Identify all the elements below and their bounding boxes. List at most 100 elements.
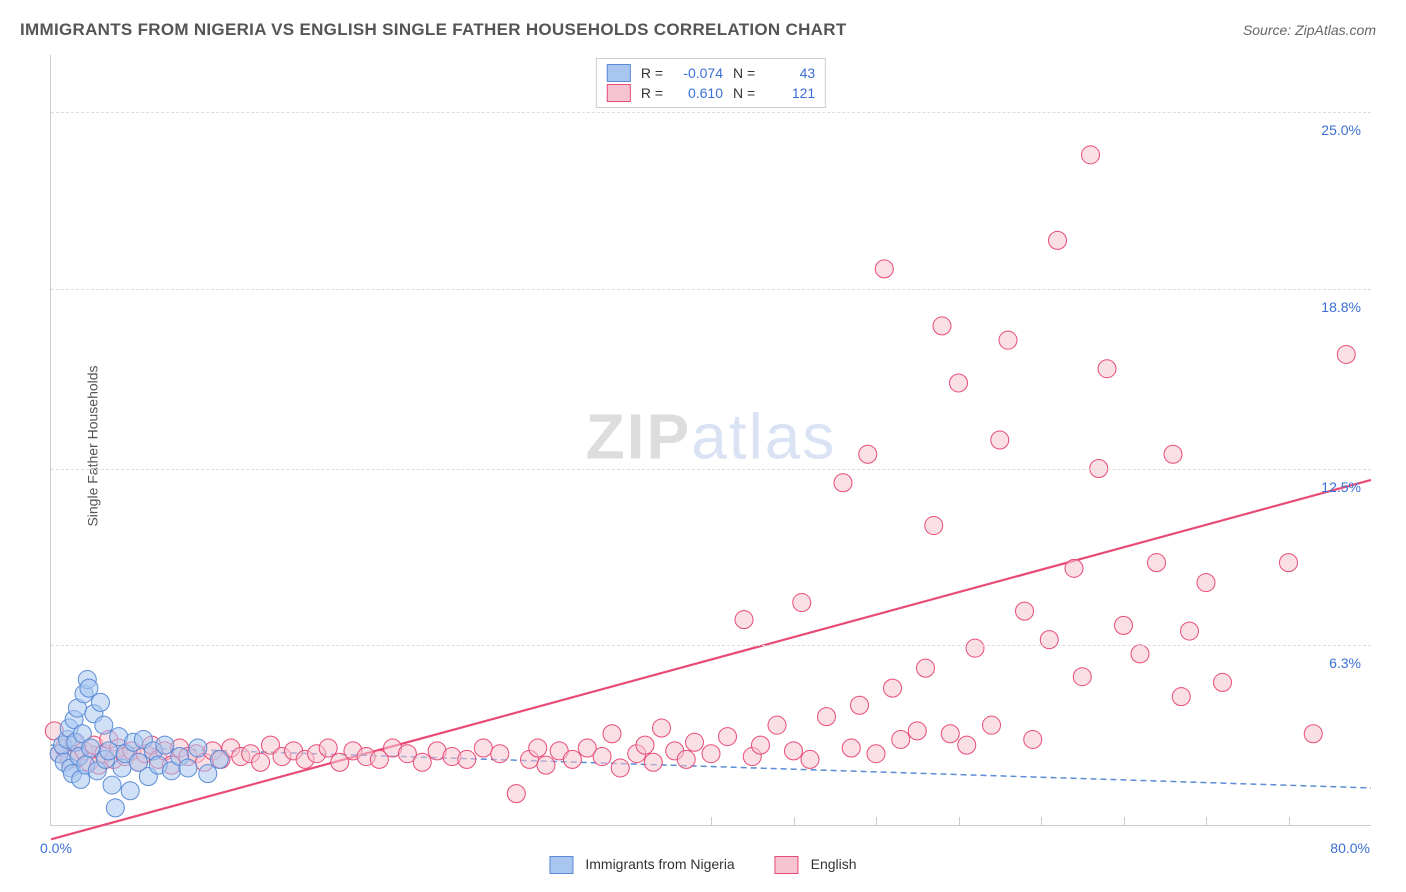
scatter-point bbox=[529, 739, 547, 757]
scatter-point bbox=[1214, 673, 1232, 691]
gridline bbox=[51, 289, 1371, 290]
x-minor-tick bbox=[959, 817, 960, 825]
scatter-point bbox=[103, 776, 121, 794]
scatter-point bbox=[95, 716, 113, 734]
chart-svg bbox=[51, 55, 1371, 825]
gridline bbox=[51, 645, 1371, 646]
scatter-point bbox=[563, 750, 581, 768]
scatter-point bbox=[991, 431, 1009, 449]
y-tick-label: 25.0% bbox=[1321, 122, 1361, 138]
scatter-point bbox=[983, 716, 1001, 734]
scatter-point bbox=[474, 739, 492, 757]
scatter-point bbox=[199, 765, 217, 783]
scatter-point bbox=[593, 748, 611, 766]
legend-bottom-label-1: Immigrants from Nigeria bbox=[585, 856, 734, 872]
scatter-point bbox=[653, 719, 671, 737]
scatter-point bbox=[793, 594, 811, 612]
scatter-point bbox=[491, 745, 509, 763]
legend-swatch-series2 bbox=[607, 84, 631, 102]
x-axis-end-label: 80.0% bbox=[1330, 840, 1370, 856]
plot-area: ZIPatlas R = -0.074 N = 43 R = 0.610 N =… bbox=[50, 55, 1371, 826]
scatter-point bbox=[80, 679, 98, 697]
r-value-2: 0.610 bbox=[673, 85, 723, 101]
scatter-point bbox=[950, 374, 968, 392]
scatter-point bbox=[1181, 622, 1199, 640]
scatter-point bbox=[1304, 725, 1322, 743]
x-minor-tick bbox=[1206, 817, 1207, 825]
scatter-point bbox=[1197, 574, 1215, 592]
scatter-point bbox=[92, 693, 110, 711]
scatter-point bbox=[252, 753, 270, 771]
scatter-point bbox=[752, 736, 770, 754]
r-label-1: R = bbox=[641, 65, 663, 81]
legend-stats: R = -0.074 N = 43 R = 0.610 N = 121 bbox=[596, 58, 826, 108]
scatter-point bbox=[1337, 345, 1355, 363]
scatter-point bbox=[121, 782, 139, 800]
scatter-point bbox=[966, 639, 984, 657]
scatter-point bbox=[1131, 645, 1149, 663]
scatter-point bbox=[1065, 559, 1083, 577]
scatter-point bbox=[1164, 445, 1182, 463]
n-label-2: N = bbox=[733, 85, 755, 101]
legend-bottom-label-2: English bbox=[811, 856, 857, 872]
scatter-point bbox=[1280, 554, 1298, 572]
scatter-point bbox=[785, 742, 803, 760]
scatter-point bbox=[735, 611, 753, 629]
x-minor-tick bbox=[711, 817, 712, 825]
scatter-point bbox=[834, 474, 852, 492]
scatter-point bbox=[537, 756, 555, 774]
scatter-point bbox=[319, 739, 337, 757]
scatter-point bbox=[925, 517, 943, 535]
scatter-point bbox=[1049, 231, 1067, 249]
scatter-point bbox=[908, 722, 926, 740]
scatter-point bbox=[1172, 688, 1190, 706]
scatter-point bbox=[859, 445, 877, 463]
n-value-1: 43 bbox=[765, 65, 815, 81]
scatter-point bbox=[875, 260, 893, 278]
x-minor-tick bbox=[1289, 817, 1290, 825]
scatter-point bbox=[458, 750, 476, 768]
scatter-point bbox=[179, 759, 197, 777]
y-tick-label: 18.8% bbox=[1321, 299, 1361, 315]
n-label-1: N = bbox=[733, 65, 755, 81]
x-minor-tick bbox=[1124, 817, 1125, 825]
chart-title: IMMIGRANTS FROM NIGERIA VS ENGLISH SINGL… bbox=[20, 20, 847, 40]
scatter-point bbox=[801, 750, 819, 768]
scatter-point bbox=[156, 736, 174, 754]
scatter-point bbox=[677, 750, 695, 768]
scatter-point bbox=[867, 745, 885, 763]
scatter-point bbox=[603, 725, 621, 743]
scatter-point bbox=[413, 753, 431, 771]
legend-bottom-item-1: Immigrants from Nigeria bbox=[549, 856, 734, 874]
chart-container: IMMIGRANTS FROM NIGERIA VS ENGLISH SINGL… bbox=[0, 0, 1406, 892]
scatter-point bbox=[933, 317, 951, 335]
scatter-point bbox=[210, 750, 228, 768]
r-value-1: -0.074 bbox=[673, 65, 723, 81]
scatter-point bbox=[1016, 602, 1034, 620]
scatter-point bbox=[636, 736, 654, 754]
scatter-point bbox=[892, 730, 910, 748]
legend-bottom-swatch-2 bbox=[775, 856, 799, 874]
scatter-point bbox=[106, 799, 124, 817]
gridline bbox=[51, 112, 1371, 113]
scatter-point bbox=[842, 739, 860, 757]
scatter-point bbox=[999, 331, 1017, 349]
scatter-point bbox=[851, 696, 869, 714]
scatter-point bbox=[917, 659, 935, 677]
scatter-point bbox=[1148, 554, 1166, 572]
scatter-point bbox=[1024, 730, 1042, 748]
scatter-point bbox=[189, 739, 207, 757]
scatter-point bbox=[82, 739, 100, 757]
scatter-point bbox=[1082, 146, 1100, 164]
legend-bottom-item-2: English bbox=[775, 856, 857, 874]
legend-bottom-swatch-1 bbox=[549, 856, 573, 874]
scatter-point bbox=[686, 733, 704, 751]
legend-bottom: Immigrants from Nigeria English bbox=[549, 856, 856, 874]
r-label-2: R = bbox=[641, 85, 663, 101]
scatter-point bbox=[818, 708, 836, 726]
n-value-2: 121 bbox=[765, 85, 815, 101]
source-attribution: Source: ZipAtlas.com bbox=[1243, 22, 1376, 38]
scatter-point bbox=[1115, 616, 1133, 634]
x-minor-tick bbox=[876, 817, 877, 825]
legend-stats-row-1: R = -0.074 N = 43 bbox=[607, 63, 815, 83]
